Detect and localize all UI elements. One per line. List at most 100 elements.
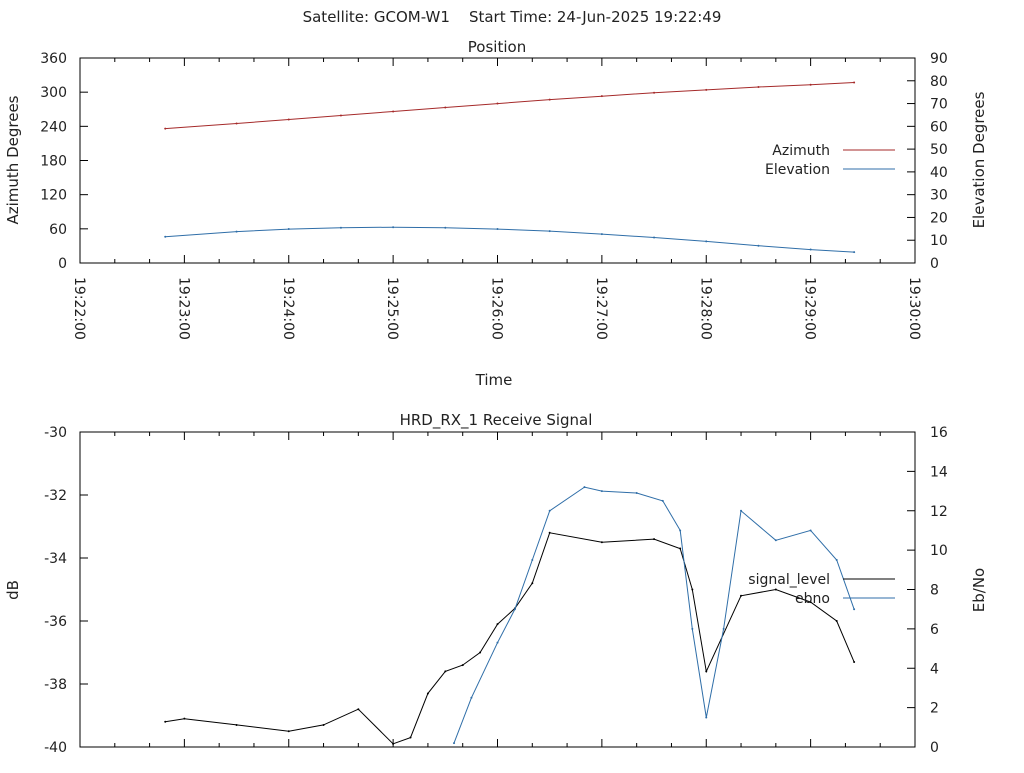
position-y2-axis-title: Elevation Degrees xyxy=(970,91,988,228)
c0-x-tick-label: 19:25:00 xyxy=(384,277,400,340)
c1-series-point-1 xyxy=(679,529,682,532)
c0-x-tick-label: 19:28:00 xyxy=(697,277,713,340)
c0-series-point-1 xyxy=(339,226,342,229)
c1-legend-label-0: signal_level xyxy=(748,572,830,588)
c1-series-point-1 xyxy=(835,558,838,561)
c0-series-point-0 xyxy=(496,102,499,105)
c1-series-point-1 xyxy=(691,627,694,630)
c1-series-point-1 xyxy=(600,490,603,493)
c1-series-point-0 xyxy=(461,664,464,667)
c0-y2-tick-label: 80 xyxy=(930,74,948,90)
receive-y2-axis-title: Eb/No xyxy=(970,568,988,612)
position-chart-title: Position xyxy=(468,38,526,56)
c1-series-point-0 xyxy=(653,538,656,541)
c1-series-point-0 xyxy=(322,723,325,726)
c0-y2-tick-label: 60 xyxy=(930,119,948,135)
c1-series-point-0 xyxy=(548,531,551,534)
c0-series-point-1 xyxy=(653,236,656,239)
c1-series-point-1 xyxy=(470,696,473,699)
c0-series-point-0 xyxy=(853,81,856,84)
c0-y2-tick-label: 90 xyxy=(930,51,948,67)
position-chart: Position Time Azimuth Degrees Elevation … xyxy=(4,38,988,389)
c0-series-point-0 xyxy=(600,95,603,98)
c0-series-point-1 xyxy=(392,226,395,229)
c1-y2-tick-label: 14 xyxy=(930,464,948,480)
c0-series-point-0 xyxy=(339,114,342,117)
c1-series-point-1 xyxy=(853,608,856,611)
c1-series-point-1 xyxy=(722,627,725,630)
c1-series-point-1 xyxy=(531,558,534,561)
c0-x-tick-label: 19:30:00 xyxy=(906,277,922,340)
c0-series-point-1 xyxy=(853,251,856,254)
c1-series-point-1 xyxy=(809,529,812,532)
c1-y-tick-label: -32 xyxy=(44,488,67,504)
c1-series-point-0 xyxy=(809,601,812,604)
receive-chart-title: HRD_RX_1 Receive Signal xyxy=(400,411,593,430)
c0-y-tick-label: 360 xyxy=(40,51,67,67)
c0-y-tick-label: 120 xyxy=(40,188,67,204)
c1-series-point-1 xyxy=(705,716,708,719)
page-title: Satellite: GCOM-W1 Start Time: 24-Jun-20… xyxy=(303,8,722,26)
c0-x-tick-label: 19:22:00 xyxy=(71,277,87,340)
c0-y-tick-label: 300 xyxy=(40,85,67,101)
c0-y2-tick-label: 0 xyxy=(930,256,939,272)
c1-series-point-0 xyxy=(235,723,238,726)
c1-y-tick-label: -30 xyxy=(44,425,67,441)
c0-y2-tick-label: 40 xyxy=(930,165,948,181)
c0-series-point-1 xyxy=(164,235,167,238)
c1-series-point-0 xyxy=(496,623,499,626)
c0-y-tick-label: 0 xyxy=(58,256,67,272)
c1-series-point-1 xyxy=(774,539,777,542)
c1-y2-tick-label: 8 xyxy=(930,583,939,599)
c1-legend-label-1: ebno xyxy=(795,591,830,607)
c1-series-point-1 xyxy=(583,486,586,489)
c1-series-point-1 xyxy=(548,509,551,512)
c0-series-point-1 xyxy=(548,230,551,233)
c0-y-tick-label: 180 xyxy=(40,154,67,170)
c1-series-point-0 xyxy=(691,588,694,591)
receive-signal-chart: HRD_RX_1 Receive Signal dB Eb/No -40 -38 -… xyxy=(4,411,988,756)
c0-series-point-0 xyxy=(287,118,290,121)
c1-series-point-0 xyxy=(183,717,186,720)
c1-series-point-1 xyxy=(496,641,499,644)
c1-series-point-1 xyxy=(453,742,456,745)
c0-series-point-1 xyxy=(444,226,447,229)
receive-y-axis-title: dB xyxy=(4,580,22,600)
c1-series-point-1 xyxy=(513,608,516,611)
c0-series-point-0 xyxy=(548,98,551,101)
c1-series-point-1 xyxy=(635,492,638,495)
c0-series-point-0 xyxy=(705,88,708,91)
c1-y2-tick-label: 2 xyxy=(930,701,939,717)
c1-plot-frame xyxy=(79,431,916,748)
c1-series-point-0 xyxy=(357,708,360,711)
c0-x-tick-label: 19:23:00 xyxy=(175,277,191,340)
c1-series-point-0 xyxy=(774,588,777,591)
c0-x-tick-label: 19:24:00 xyxy=(280,277,296,340)
c1-y2-tick-label: 0 xyxy=(930,740,939,756)
c0-x-tick-label: 19:27:00 xyxy=(593,277,609,340)
c0-series-point-1 xyxy=(809,248,812,251)
c1-series-point-1 xyxy=(661,499,664,502)
c1-y-tick-label: -40 xyxy=(44,740,67,756)
c0-y2-tick-label: 70 xyxy=(930,97,948,113)
c0-legend-label-0: Azimuth xyxy=(772,143,830,159)
c1-series-point-0 xyxy=(392,742,395,745)
c0-series-point-0 xyxy=(809,83,812,86)
c1-y2-tick-label: 16 xyxy=(930,425,948,441)
c1-series-point-0 xyxy=(600,541,603,544)
c0-series-point-1 xyxy=(287,228,290,231)
c1-y-tick-label: -34 xyxy=(44,551,67,567)
c0-series-point-0 xyxy=(164,127,167,130)
c0-y2-tick-label: 20 xyxy=(930,210,948,226)
c1-series-point-0 xyxy=(409,736,412,739)
c1-y2-tick-label: 6 xyxy=(930,622,939,638)
c1-y2-tick-label: 4 xyxy=(930,661,939,677)
c0-series-point-1 xyxy=(757,244,760,247)
c1-series-line-1 xyxy=(453,486,855,744)
c1-y2-tick-label: 12 xyxy=(930,504,948,520)
c1-y2-tick-label: 10 xyxy=(930,543,948,559)
c0-series-point-1 xyxy=(235,230,238,233)
c1-series-point-0 xyxy=(740,594,743,597)
c1-series-point-0 xyxy=(426,692,429,695)
